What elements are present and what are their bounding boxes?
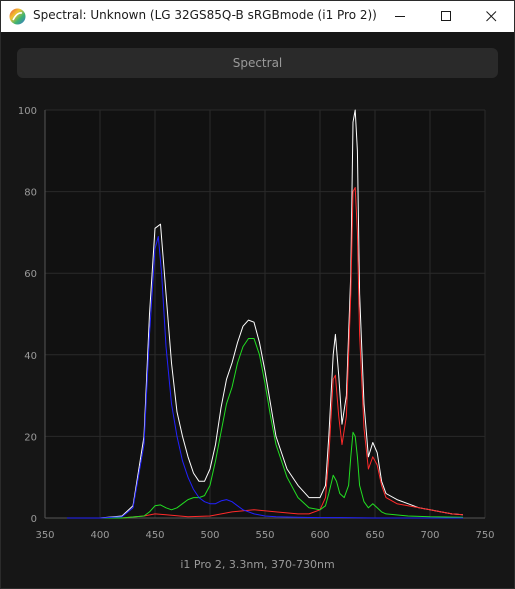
chart-caption: i1 Pro 2, 3.3nm, 370-730nm [180, 558, 335, 571]
series-line-3 [67, 236, 463, 519]
y-tick-label: 60 [24, 269, 37, 280]
x-tick-label: 700 [420, 530, 439, 541]
x-tick-label: 600 [310, 530, 329, 541]
x-tick-label: 750 [475, 530, 494, 541]
minimize-button[interactable] [377, 1, 423, 32]
y-tick-label: 20 [24, 432, 37, 443]
close-button[interactable] [468, 1, 514, 32]
y-tick-label: 0 [31, 514, 37, 525]
spectral-chart-svg: 350 400 450 500 550 600 650 700 750 0 20 40 60 80 100 [18, 106, 495, 541]
y-tick-label: 100 [18, 106, 37, 117]
x-tick-label: 650 [365, 530, 384, 541]
spectral-chart: 350 400 450 500 550 600 650 700 750 0 20 40 60 80 100 [1, 102, 514, 572]
maximize-icon [440, 11, 451, 21]
maximize-button[interactable] [423, 1, 469, 32]
series-line-0 [67, 109, 464, 519]
x-tick-label: 500 [200, 530, 219, 541]
x-tick-label: 350 [35, 530, 54, 541]
x-tick-label: 450 [145, 530, 164, 541]
x-tick-label: 550 [255, 530, 274, 541]
window-content: Spectral 350 400 450 500 550 600 650 700 750 0 20 4… [1, 32, 514, 588]
close-icon [485, 11, 496, 22]
y-tick-label: 80 [24, 188, 37, 199]
x-tick-label: 400 [90, 530, 109, 541]
spectral-app-icon [9, 8, 26, 25]
series-line-2 [67, 338, 464, 519]
title-bar[interactable]: Spectral: Unknown (LG 32GS85Q-B sRGBmode… [1, 1, 514, 32]
minimize-icon [394, 16, 405, 17]
y-tick-label: 40 [24, 351, 37, 362]
series-line-1 [67, 187, 464, 519]
spectral-button[interactable]: Spectral [17, 48, 498, 78]
window-title: Spectral: Unknown (LG 32GS85Q-B sRGBmode… [33, 8, 377, 22]
